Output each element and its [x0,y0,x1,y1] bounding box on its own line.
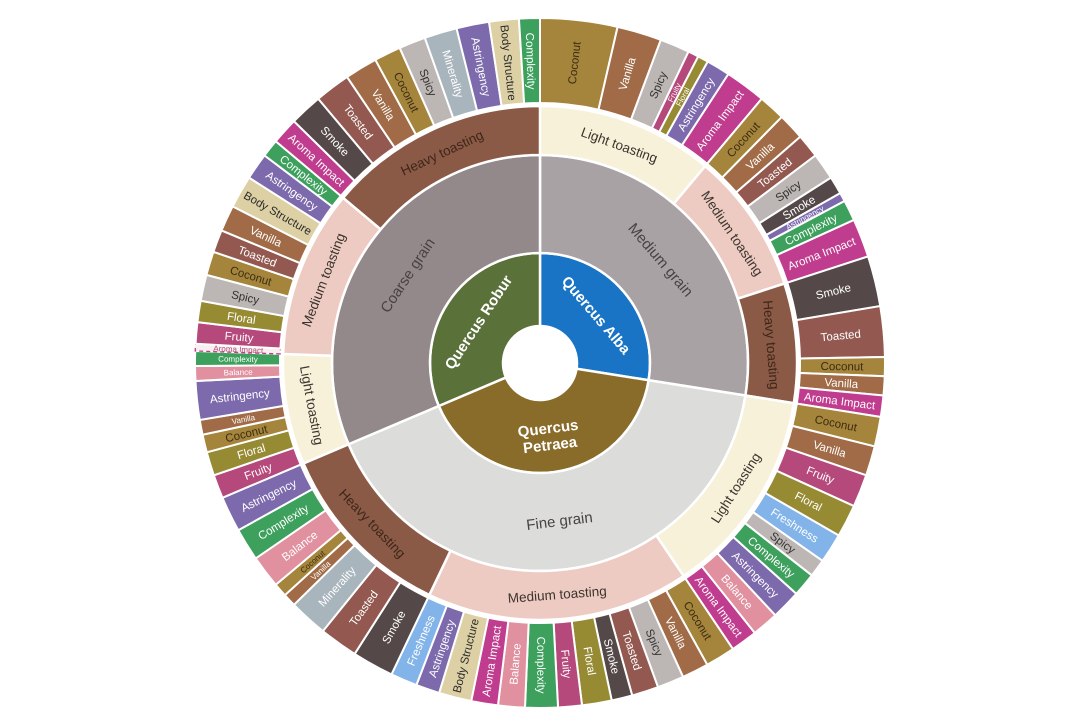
flavor-wedge-quercus-robur-heavy-toasting-complexity [517,16,541,105]
flavor-wedge-quercus-petraea-medium-toasting-complexity [523,621,560,709]
toasting-sector-quercus-alba-heavy-toasting [736,282,799,405]
toasting-sector-quercus-robur-heavy-toasting [341,104,542,232]
wheel-sectors [194,16,886,709]
